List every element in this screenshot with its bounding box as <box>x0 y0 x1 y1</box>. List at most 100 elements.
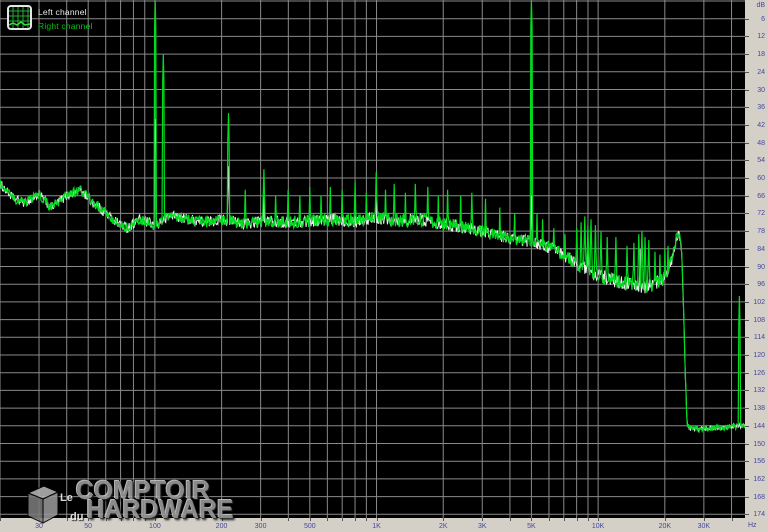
x-axis-tick <box>587 518 589 521</box>
y-axis-tick <box>745 36 749 38</box>
y-axis-label: 114 <box>753 334 765 342</box>
x-axis-label: 50 <box>84 523 93 530</box>
y-axis-tick <box>745 124 749 126</box>
y-axis-label: 84 <box>757 245 765 253</box>
x-axis-tick <box>0 518 1 521</box>
x-axis-tick <box>598 518 600 521</box>
x-axis-strip: Hz 30 50 100 200 300 500 1K 2K 3K 5K 10K 20K 30K <box>0 518 768 532</box>
y-axis-label: 150 <box>753 440 765 448</box>
y-axis-tick <box>745 514 749 516</box>
y-axis-label: 12 <box>757 33 765 41</box>
x-axis-tick <box>342 518 344 521</box>
y-axis-tick <box>745 425 749 427</box>
legend-right-channel: Right channel <box>38 21 93 31</box>
3d-box-icon <box>26 485 60 524</box>
y-axis-tick <box>745 213 749 215</box>
x-axis-tick <box>482 518 484 521</box>
y-axis-tick <box>745 142 749 144</box>
y-axis-tick <box>745 195 749 197</box>
spectrum-plot-area: Left channel Right channel <box>0 0 745 518</box>
x-axis-tick <box>309 518 311 521</box>
y-axis-label: 24 <box>757 68 765 76</box>
x-axis-tick <box>221 518 223 521</box>
y-axis-label: 48 <box>757 139 765 147</box>
grid-spectrum-icon <box>7 5 32 30</box>
x-axis-tick <box>133 518 135 521</box>
y-axis-unit-label: dB <box>756 2 765 9</box>
y-axis-label: 60 <box>757 175 765 182</box>
watermark-du: du <box>70 511 84 523</box>
x-axis-tick <box>531 518 533 521</box>
y-axis-label: 30 <box>757 86 765 94</box>
x-axis-tick <box>88 518 90 521</box>
grid-lines <box>0 0 745 518</box>
x-axis-label: 10K <box>591 523 605 530</box>
y-axis-label: 90 <box>757 263 765 271</box>
y-axis-label: 174 <box>753 511 765 519</box>
x-axis-unit-label: Hz <box>748 522 757 529</box>
watermark-hardware: HARDWARE <box>86 495 234 525</box>
y-axis-tick <box>745 89 749 91</box>
y-axis-tick <box>745 301 749 303</box>
x-axis-tick <box>548 518 550 521</box>
y-axis-label: 126 <box>753 369 765 377</box>
x-axis-label: 2K <box>438 523 448 530</box>
legend-left-channel: Left channel <box>38 7 87 17</box>
y-axis-tick <box>745 496 749 498</box>
y-axis-tick <box>745 319 749 321</box>
y-axis-tick <box>745 71 749 73</box>
y-axis-label: 138 <box>753 405 765 413</box>
y-axis-tick <box>745 54 749 56</box>
y-axis-tick <box>745 337 749 339</box>
y-axis-tick <box>745 390 749 392</box>
y-axis-tick <box>745 461 749 463</box>
x-axis-tick <box>105 518 107 521</box>
x-axis-tick <box>563 518 565 521</box>
x-axis-label: 200 <box>215 523 228 530</box>
y-axis-label: 6 <box>761 15 765 23</box>
x-axis-tick <box>120 518 122 521</box>
x-axis-tick <box>376 518 378 521</box>
y-axis-label: 66 <box>757 192 765 200</box>
x-axis-label: 100 <box>149 523 161 530</box>
y-axis-label: 132 <box>753 387 765 395</box>
x-axis-tick <box>260 518 262 521</box>
x-axis-tick <box>664 518 666 521</box>
watermark-line2: du HARDWARE <box>70 495 234 525</box>
y-axis-tick <box>745 178 749 179</box>
x-axis-tick <box>576 518 578 521</box>
x-axis-tick <box>703 518 705 521</box>
y-axis-tick <box>745 408 749 410</box>
y-axis-label: 168 <box>753 493 765 501</box>
spectrum-chart <box>0 0 745 518</box>
x-axis-label: 300 <box>254 523 267 530</box>
x-axis-label: 20K <box>658 523 672 530</box>
y-axis-tick <box>745 160 749 162</box>
y-axis-label: 72 <box>757 210 765 218</box>
x-axis-tick <box>509 518 511 521</box>
y-axis-label: 78 <box>757 228 765 236</box>
y-axis-label: 96 <box>757 281 765 289</box>
y-axis-label: 108 <box>753 316 765 324</box>
y-axis-tick <box>745 231 749 233</box>
x-axis-tick <box>355 518 357 521</box>
x-axis-tick <box>366 518 368 521</box>
x-axis-tick <box>66 518 68 521</box>
y-axis-tick <box>745 284 749 286</box>
x-axis-label: 30 <box>35 523 43 530</box>
watermark-comptoir: COMPTOIR <box>75 476 211 506</box>
y-axis-label: 162 <box>753 475 765 483</box>
x-axis-tick <box>327 518 329 521</box>
x-axis-label: 5K <box>527 523 536 530</box>
watermark-logo: Le COMPTOIR du HARDWARE <box>26 476 234 525</box>
watermark-le: Le <box>60 492 73 504</box>
y-axis-tick <box>745 248 749 250</box>
channel-traces <box>0 0 745 434</box>
x-axis-label: 3K <box>477 523 487 530</box>
y-axis-tick <box>745 107 749 109</box>
x-axis-label: 500 <box>303 523 316 530</box>
y-axis-tick <box>745 355 749 356</box>
y-axis-label: 42 <box>757 121 765 129</box>
x-axis-tick <box>154 518 156 521</box>
